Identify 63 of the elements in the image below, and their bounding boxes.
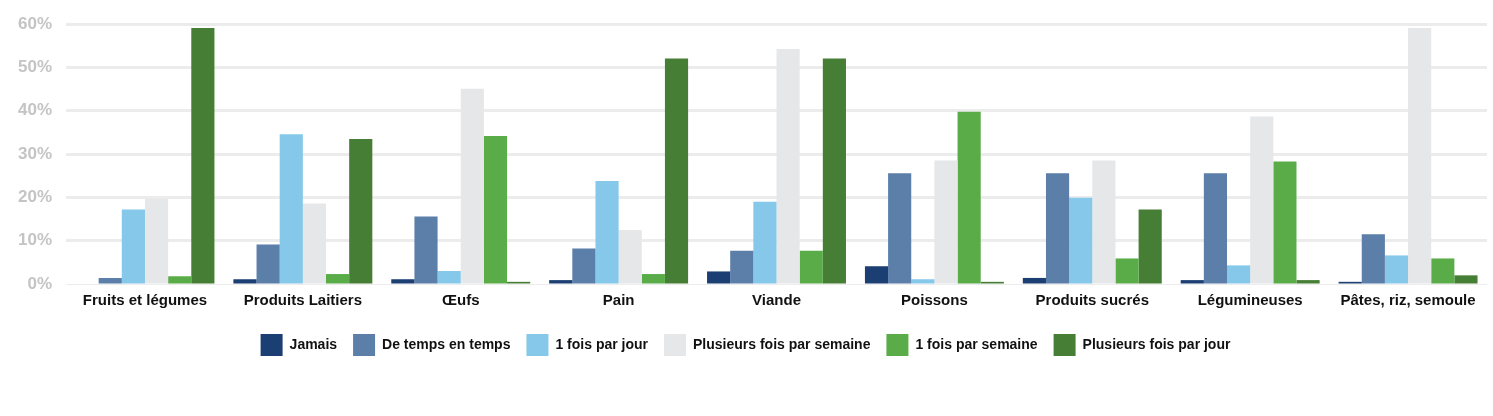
bar xyxy=(279,134,303,284)
legend-label: Plusieurs fois par semaine xyxy=(693,335,871,352)
bar xyxy=(1296,280,1320,284)
bar xyxy=(1115,258,1139,284)
bar xyxy=(822,58,846,284)
bar xyxy=(864,266,889,284)
bar xyxy=(1045,173,1070,284)
bar xyxy=(1431,258,1455,284)
bar xyxy=(911,279,935,284)
bar xyxy=(799,250,823,284)
bar xyxy=(707,271,731,284)
bar xyxy=(1227,265,1251,284)
bar xyxy=(730,250,754,284)
bar xyxy=(888,173,912,284)
y-tick-label: 30% xyxy=(17,143,53,163)
bar xyxy=(1138,209,1162,284)
x-tick-label: Poissons xyxy=(901,291,968,309)
bar xyxy=(1180,280,1204,284)
y-tick-label: 40% xyxy=(17,100,53,120)
bar xyxy=(1022,277,1046,284)
y-tick-label: 50% xyxy=(17,57,53,77)
x-tick-label: Fruits et légumes xyxy=(82,291,208,309)
legend-label: 1 fois par jour xyxy=(555,335,649,352)
bar xyxy=(1384,255,1409,284)
bar xyxy=(414,216,438,284)
bar xyxy=(1203,173,1228,284)
x-tick-label: Viande xyxy=(752,291,801,309)
bar xyxy=(233,279,257,284)
x-tick-label: Œufs xyxy=(441,291,480,309)
y-tick-label: 20% xyxy=(17,187,53,207)
bar xyxy=(1069,197,1093,284)
bar xyxy=(1454,275,1478,284)
bar xyxy=(753,201,777,284)
bar xyxy=(664,58,689,284)
bar xyxy=(1361,234,1385,284)
legend-label: De temps en temps xyxy=(382,335,511,352)
bar xyxy=(98,277,122,284)
y-tick-label: 10% xyxy=(17,230,53,250)
bar xyxy=(1273,161,1297,284)
bar xyxy=(957,111,981,284)
bar xyxy=(641,274,665,284)
bar xyxy=(256,244,280,284)
bar xyxy=(121,209,145,284)
bar xyxy=(191,28,215,284)
x-tick-label: Produits Laitiers xyxy=(243,291,363,309)
bar xyxy=(391,279,415,284)
bar xyxy=(483,135,508,284)
y-tick-label: 0% xyxy=(27,273,53,293)
y-tick-label: 60% xyxy=(17,13,53,33)
bar xyxy=(168,276,192,284)
x-tick-label: Produits sucrés xyxy=(1035,291,1149,309)
x-tick-label: Pain xyxy=(602,291,635,309)
bar xyxy=(549,280,573,284)
legend-label: Plusieurs fois par jour xyxy=(1082,335,1231,352)
bar xyxy=(349,138,373,284)
bar xyxy=(326,274,350,284)
bar xyxy=(437,271,461,284)
x-tick-label: Légumineuses xyxy=(1197,291,1303,309)
legend-label: 1 fois par semaine xyxy=(915,335,1038,352)
x-tick-label: Pâtes, riz, semoule xyxy=(1340,291,1476,309)
legend-label: Jamais xyxy=(289,335,338,352)
bar xyxy=(595,180,619,284)
bar xyxy=(572,248,596,284)
